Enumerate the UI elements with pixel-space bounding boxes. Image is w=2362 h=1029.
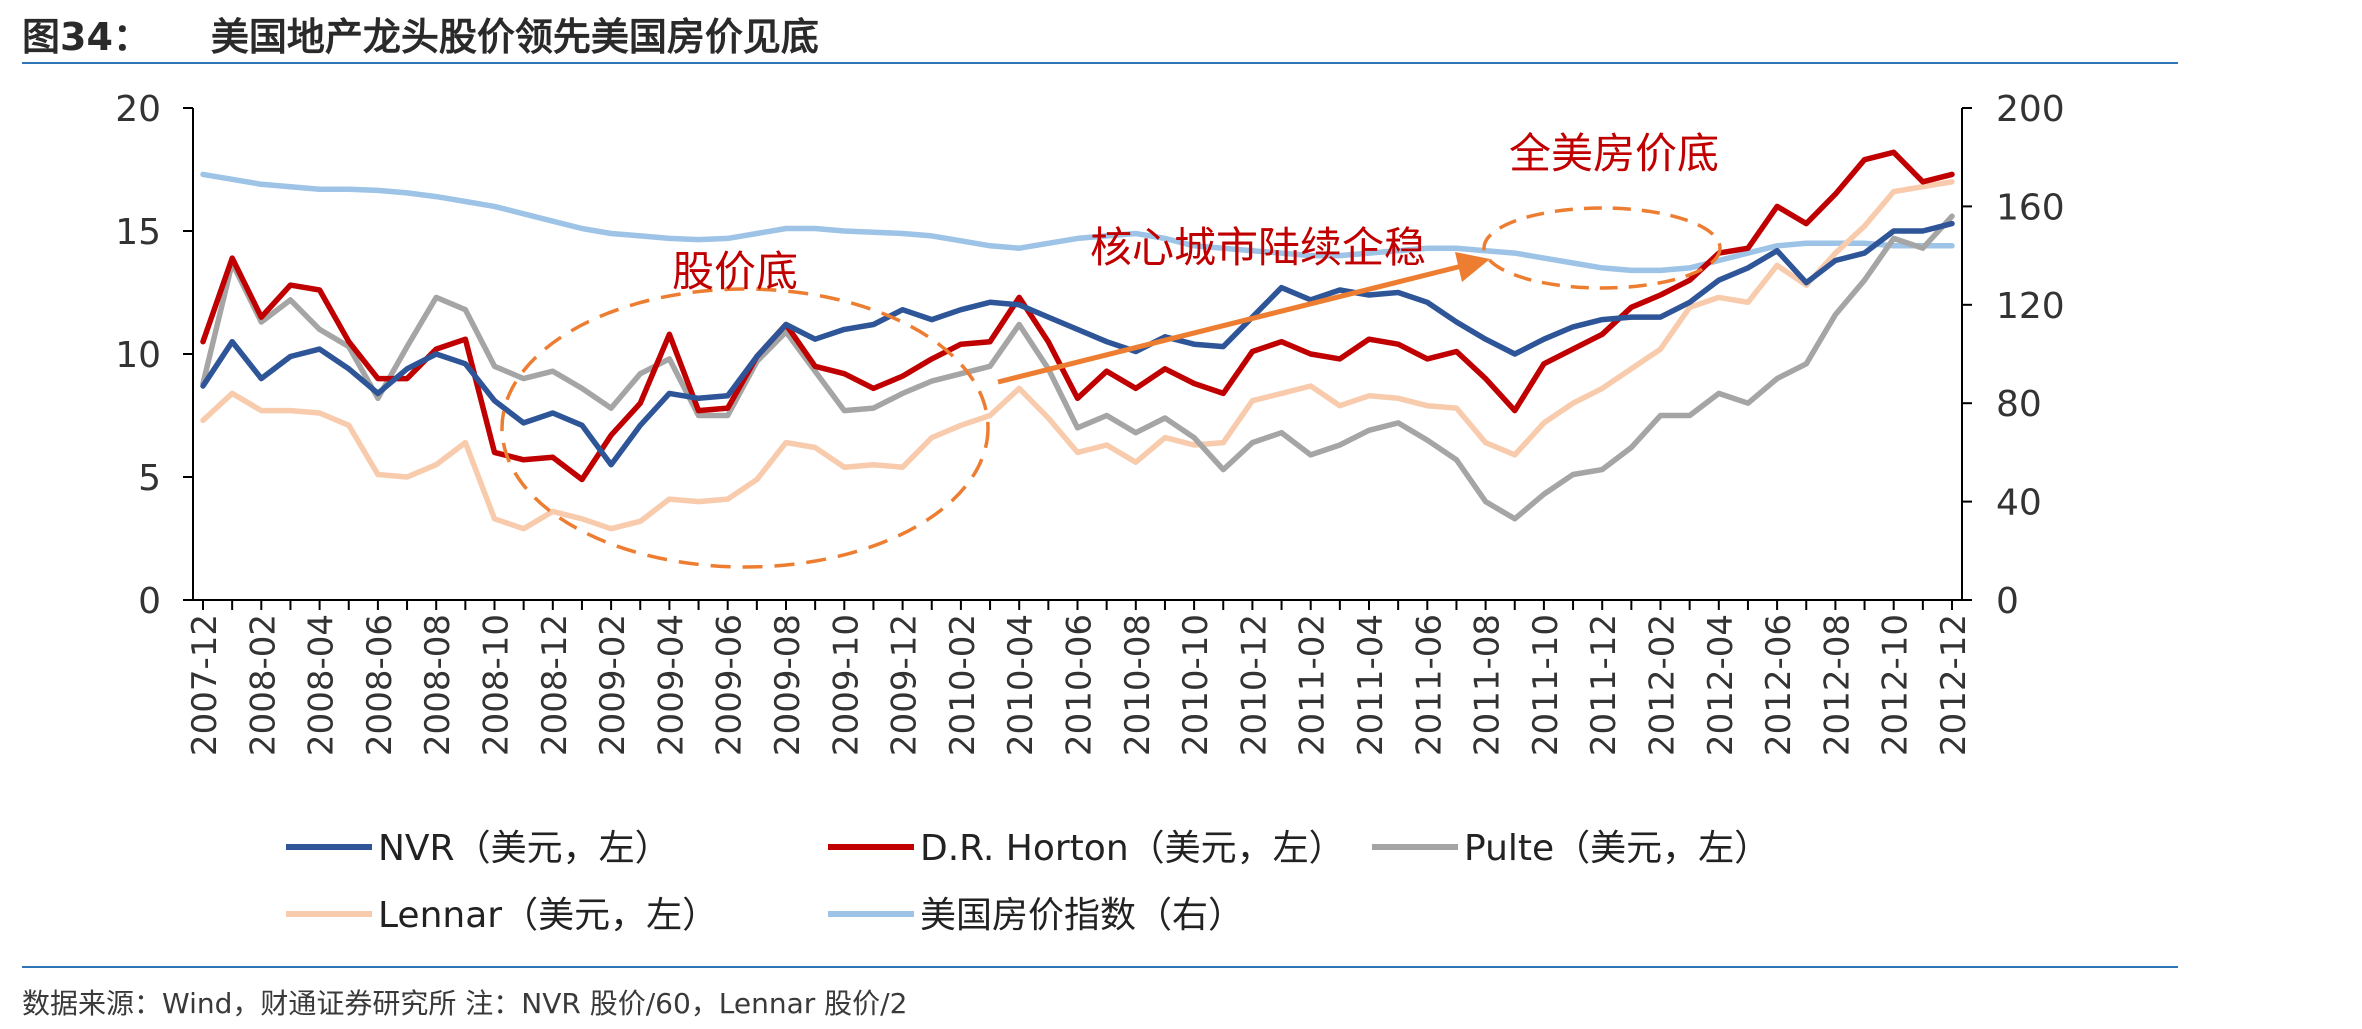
x-axis-tick-label: 2009-06 bbox=[710, 614, 750, 756]
header-rule bbox=[22, 62, 2178, 64]
legend-label-0: NVR（美元，左） bbox=[378, 828, 671, 869]
x-axis-tick-label: 2008-02 bbox=[243, 614, 283, 756]
figure-title: 美国地产龙头股价领先美国房价见底 bbox=[210, 14, 819, 59]
x-axis-tick-label: 2010-04 bbox=[1001, 614, 1041, 756]
x-axis-tick-label: 2012-06 bbox=[1759, 614, 1799, 756]
x-axis-tick-label: 2009-12 bbox=[885, 614, 925, 756]
x-axis-tick-label: 2008-06 bbox=[360, 614, 400, 756]
right-axis-tick-label: 160 bbox=[1996, 187, 2065, 228]
right-axis-tick-label: 40 bbox=[1996, 483, 2042, 524]
footer-rule bbox=[22, 966, 2178, 968]
x-axis-tick-label: 2010-06 bbox=[1060, 614, 1100, 756]
stock-bottom-label: 股价底 bbox=[672, 247, 798, 296]
x-axis-tick-label: 2012-02 bbox=[1643, 614, 1683, 756]
legend-label-3: Lennar（美元，左） bbox=[378, 895, 718, 936]
stabilize-arrow-head bbox=[1455, 252, 1490, 282]
figure-header: 图34： 美国地产龙头股价领先美国房价见底 bbox=[22, 4, 819, 62]
right-axis-tick-label: 80 bbox=[1996, 384, 2042, 425]
figure-number: 图34： bbox=[22, 14, 151, 59]
series-line-0 bbox=[200, 220, 1955, 468]
left-axis-tick-label: 20 bbox=[115, 89, 161, 130]
left-axis-tick-label: 15 bbox=[115, 212, 161, 253]
legend-label-1: D.R. Horton（美元，左） bbox=[920, 828, 1345, 869]
series-line-1 bbox=[200, 149, 1955, 483]
left-axis-tick-label: 10 bbox=[115, 335, 161, 376]
x-axis-tick-label: 2009-04 bbox=[651, 614, 691, 756]
x-axis-tick-label: 2008-08 bbox=[418, 614, 458, 756]
x-axis-tick-label: 2011-06 bbox=[1409, 614, 1449, 756]
series-line-2 bbox=[200, 213, 1955, 522]
home-price-bottom-circle bbox=[1482, 206, 1722, 290]
right-axis-tick-label: 120 bbox=[1996, 286, 2065, 327]
x-axis-tick-label: 2010-02 bbox=[943, 614, 983, 756]
x-axis-tick-label: 2008-12 bbox=[535, 614, 575, 756]
x-axis-tick-label: 2009-02 bbox=[593, 614, 633, 756]
x-axis-tick-label: 2011-12 bbox=[1584, 614, 1624, 756]
x-axis-tick-label: 2012-08 bbox=[1817, 614, 1857, 756]
x-axis-tick-label: 2010-08 bbox=[1118, 614, 1158, 756]
home-price-bottom-label: 全美房价底 bbox=[1509, 129, 1719, 178]
x-axis-tick-label: 2008-10 bbox=[477, 614, 517, 756]
x-axis-tick-label: 2011-02 bbox=[1293, 614, 1333, 756]
stabilize-arrow-shaft bbox=[997, 263, 1463, 385]
legend-label-4: 美国房价指数（右） bbox=[920, 895, 1244, 936]
source-note: 数据来源：Wind，财通证券研究所 注：NVR 股价/60，Lennar 股价/… bbox=[22, 987, 908, 1020]
x-axis-tick-label: 2010-12 bbox=[1234, 614, 1274, 756]
x-axis-tick-label: 2012-12 bbox=[1934, 614, 1974, 756]
left-axis-tick-label: 5 bbox=[138, 458, 161, 499]
series-line-4 bbox=[200, 171, 1955, 274]
x-axis-tick-label: 2012-04 bbox=[1701, 614, 1741, 756]
x-axis-tick-label: 2011-04 bbox=[1351, 614, 1391, 756]
x-axis-tick-label: 2008-04 bbox=[302, 614, 342, 756]
x-axis-tick-label: 2007-12 bbox=[185, 614, 225, 756]
stabilize-label: 核心城市陆续企稳 bbox=[1090, 223, 1426, 272]
right-axis-tick-label: 0 bbox=[1996, 581, 2019, 622]
left-axis-tick-label: 0 bbox=[138, 581, 161, 622]
x-axis-tick-label: 2009-08 bbox=[768, 614, 808, 756]
stock-bottom-circle bbox=[500, 287, 990, 569]
right-axis-tick-label: 200 bbox=[1996, 89, 2065, 130]
x-axis-tick-label: 2010-10 bbox=[1176, 614, 1216, 756]
legend-label-2: Pulte（美元，左） bbox=[1464, 828, 1770, 869]
x-axis-tick-label: 2011-08 bbox=[1468, 614, 1508, 756]
x-axis-tick-label: 2011-10 bbox=[1526, 614, 1566, 756]
series-line-3 bbox=[200, 179, 1955, 532]
x-axis-tick-label: 2009-10 bbox=[826, 614, 866, 756]
x-axis-tick-label: 2012-10 bbox=[1876, 614, 1916, 756]
